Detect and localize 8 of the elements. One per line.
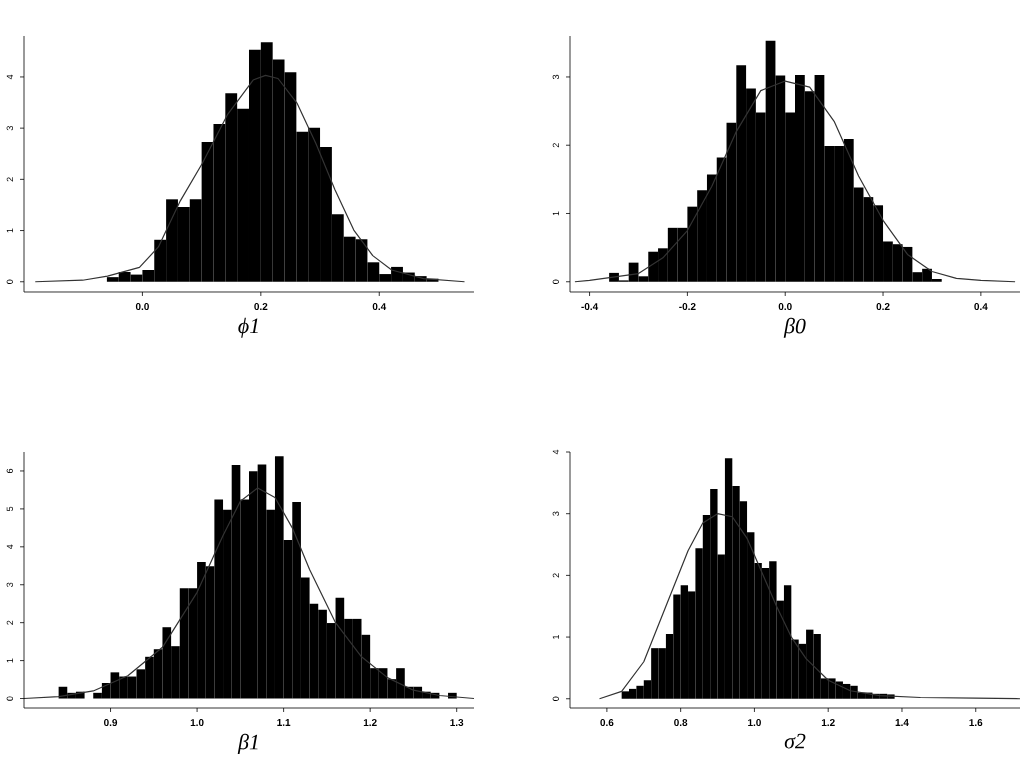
line-series — [23, 487, 475, 700]
x-axis-title: σ2 — [784, 733, 806, 749]
line-series — [34, 74, 466, 283]
line-series — [598, 513, 1021, 700]
x-axis-title: β0 — [783, 317, 806, 338]
x-axis-title: β1 — [237, 733, 258, 754]
line-series — [574, 80, 1016, 283]
x-axis-title: ϕ1 — [238, 317, 258, 338]
